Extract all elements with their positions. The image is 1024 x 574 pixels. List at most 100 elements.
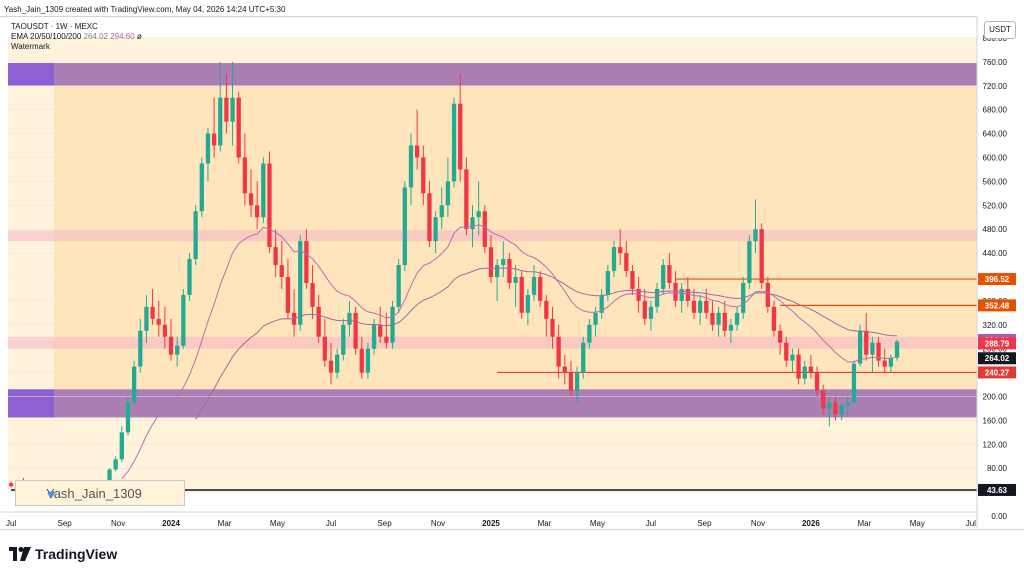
y-tick-label: 640.00 (983, 130, 1008, 139)
candle-body (304, 241, 309, 283)
candle-body (193, 211, 198, 260)
candle-body (218, 97, 223, 146)
candle-body (556, 336, 561, 367)
currency-button[interactable]: USDT (984, 21, 1016, 39)
candle-body (199, 163, 204, 212)
legend-watermark[interactable]: Watermark (11, 42, 50, 51)
y-tick-label: 120.00 (983, 440, 1008, 449)
y-tick-label: 0.00 (991, 512, 1007, 521)
candle-body (538, 276, 543, 301)
candle-body (568, 372, 574, 391)
candle-body (347, 312, 352, 325)
candle-body (851, 363, 857, 403)
candle-body (845, 402, 850, 406)
candle-body (211, 133, 217, 146)
candle-body (451, 103, 457, 182)
candle-body (722, 312, 727, 331)
candle-body (273, 247, 278, 266)
candle-body (458, 103, 463, 170)
candle-body (882, 360, 887, 367)
price-axis-bg (977, 16, 1024, 528)
candle-body (439, 205, 444, 218)
candle-body (230, 97, 235, 122)
y-tick-label: 680.00 (983, 106, 1008, 115)
top-resistance-zone (8, 63, 977, 86)
candle-body (261, 163, 266, 218)
candle-body (636, 288, 641, 301)
bottom-support-zone (8, 389, 977, 418)
candle-body (513, 276, 518, 283)
candle-body (574, 372, 580, 391)
candle-body (759, 229, 764, 283)
candle-body (396, 265, 401, 307)
candle-body (341, 324, 346, 355)
chart-caption: Yash_Jain_1309 created with TradingView.… (4, 5, 286, 14)
y-tick-label: 720.00 (983, 82, 1008, 91)
y-tick-label: 200.00 (983, 393, 1008, 402)
x-tick-label: Jul (646, 519, 656, 528)
ema-20-line (121, 224, 898, 480)
candle-body (236, 97, 241, 158)
candle-body (187, 259, 192, 295)
candle-body (697, 300, 703, 313)
x-tick-label: Nov (431, 519, 445, 528)
candle-body (642, 300, 647, 319)
x-tick-label: Sep (697, 519, 712, 528)
bottom-zone-left-block (8, 389, 54, 418)
candle-body (470, 217, 475, 230)
tradingview-brand[interactable]: TradingView (9, 546, 117, 562)
candle-body (131, 366, 137, 403)
legend-ema-value-a: 264.02 (83, 32, 108, 41)
candle-body (802, 366, 807, 379)
candle-body (501, 259, 506, 266)
price-label-bg (978, 352, 1016, 365)
watermark-box: ♥ Yash_Jain_1309 (15, 480, 185, 506)
candle-body (507, 259, 512, 283)
candle-body (857, 330, 863, 364)
x-tick-label: May (270, 519, 285, 528)
candle-body (144, 306, 149, 331)
candle-body (796, 354, 801, 379)
candle-body (445, 181, 451, 206)
candle-body (488, 247, 494, 277)
price-label-bg (978, 273, 1016, 286)
candle-body (359, 348, 364, 373)
price-label: 288.79 (985, 339, 1010, 348)
candle-body (119, 432, 124, 460)
candle-body (421, 157, 426, 194)
candle-body (679, 288, 684, 301)
candle-body (433, 217, 438, 242)
chart-legend: TAOUSDT · 1W · MEXC EMA 20/50/100/200 26… (11, 22, 142, 52)
legend-ema-value-b: 294.60 (110, 32, 135, 41)
candle-body (777, 330, 783, 343)
candle-body (562, 366, 567, 373)
x-tick-label: Jul (6, 519, 16, 528)
candle-body (593, 312, 598, 325)
candle-body (285, 276, 291, 313)
price-label: 264.02 (985, 354, 1010, 363)
candle-body (353, 312, 358, 349)
candle-body (175, 345, 180, 355)
candle-body (691, 300, 697, 313)
candle-body (248, 193, 254, 206)
y-tick-label: 760.00 (983, 58, 1008, 67)
price-label-bg (978, 366, 1016, 379)
x-tick-label: Jul (326, 519, 336, 528)
candle-body (648, 306, 654, 319)
candle-body (168, 336, 174, 355)
brand-name: TradingView (35, 546, 118, 562)
watermark-text: Yash_Jain_1309 (46, 485, 142, 501)
candle-body (482, 211, 487, 248)
candle-body (685, 288, 690, 301)
price-label: 396.52 (985, 275, 1010, 284)
y-tick-label: 320.00 (983, 321, 1008, 330)
legend-ema[interactable]: EMA 20/50/100/200 264.02 294.60 ø (11, 32, 142, 42)
legend-symbol[interactable]: TAOUSDT · 1W · MEXC (11, 22, 98, 31)
candle-body (821, 390, 826, 409)
candle-body (414, 145, 420, 158)
price-label: 352.48 (985, 301, 1010, 310)
candle-body (747, 241, 752, 283)
y-tick-label: 520.00 (983, 201, 1008, 210)
x-tick-label: May (910, 519, 925, 528)
price-chart[interactable]: 800.00760.00720.00680.00640.00600.00560.… (0, 16, 1024, 528)
